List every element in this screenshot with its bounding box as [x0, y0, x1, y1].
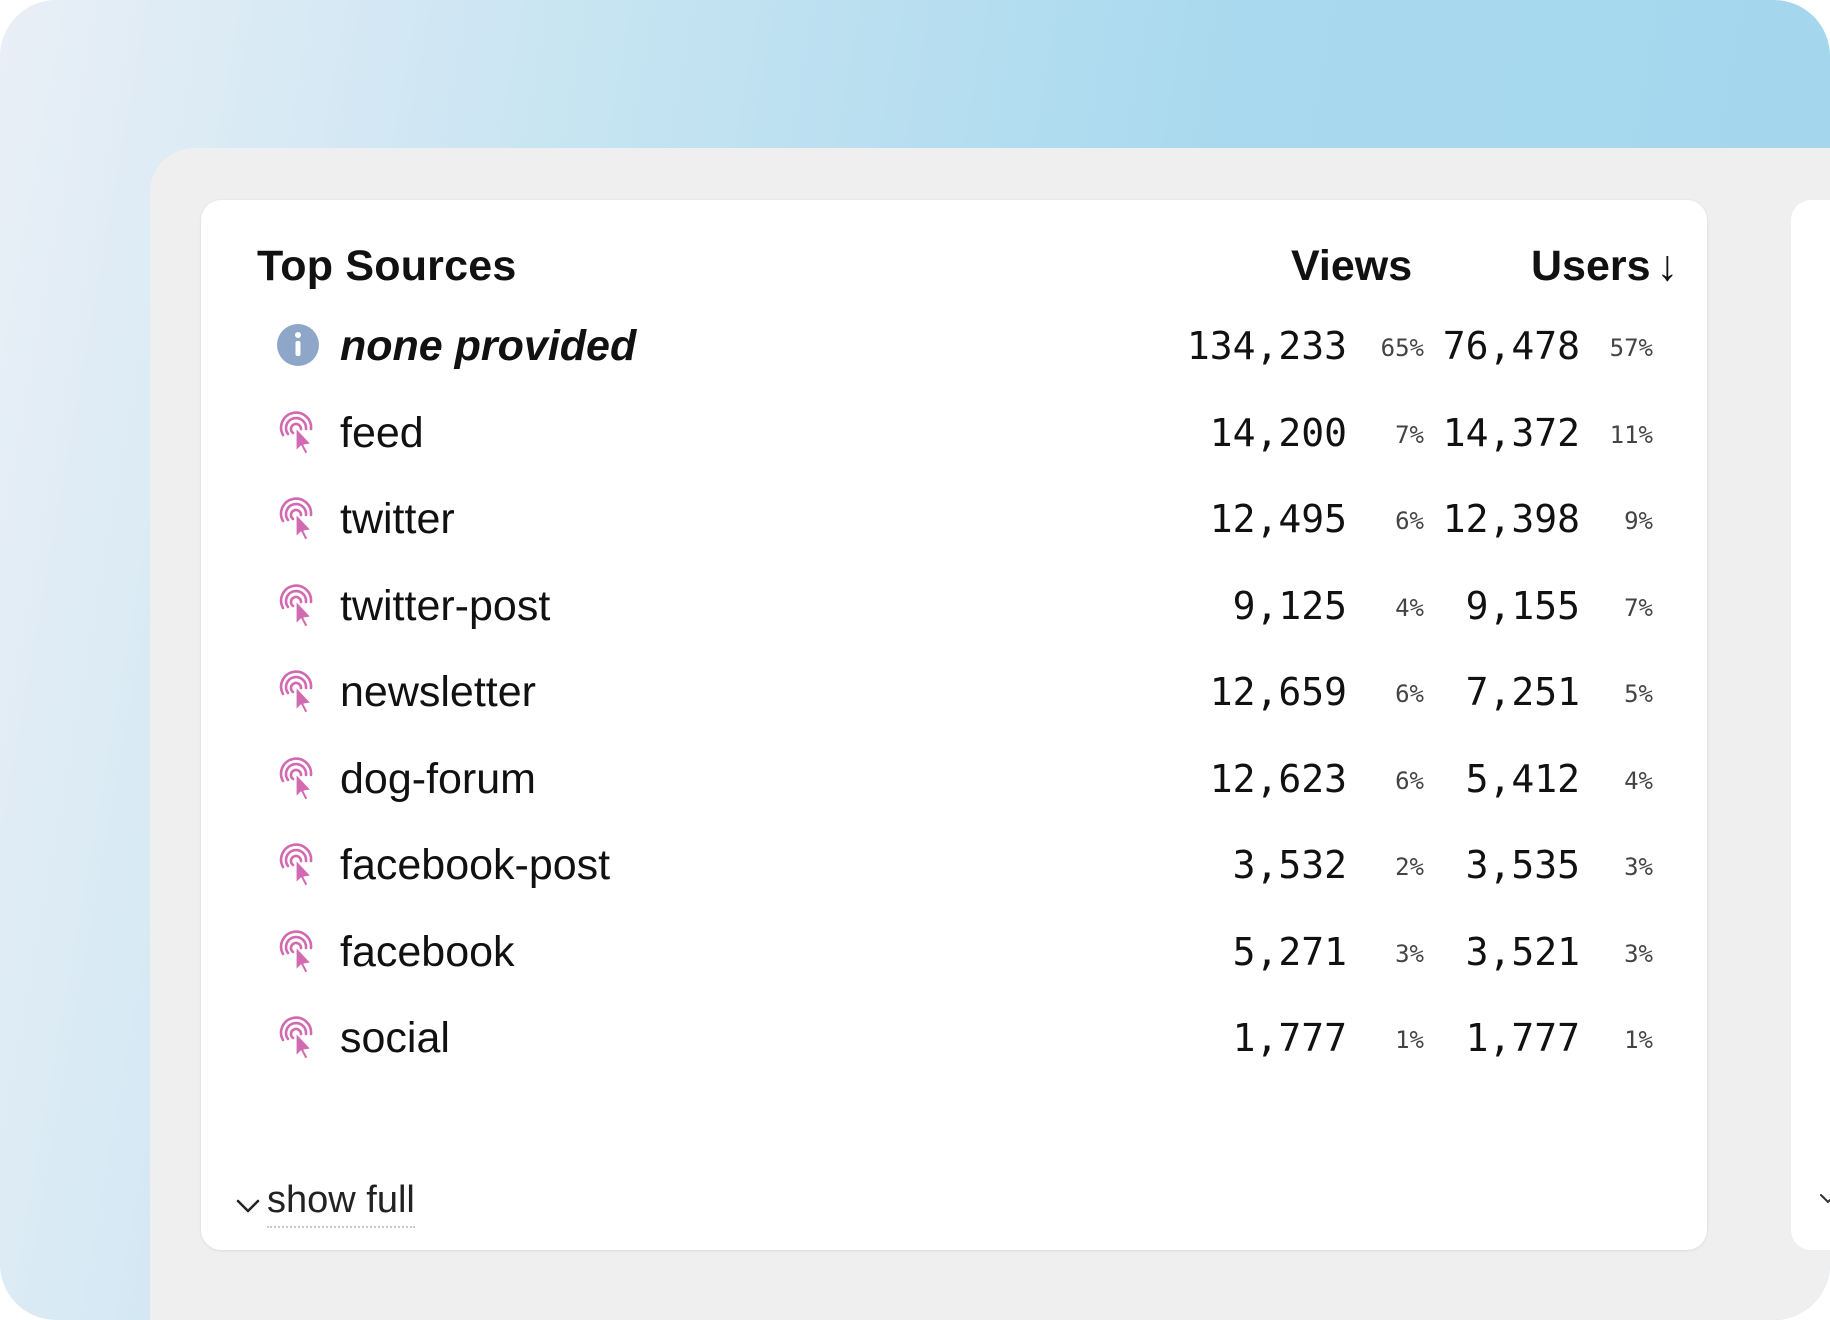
source-label: twitter-post [340, 581, 551, 630]
views-percent: 3% [1395, 939, 1424, 968]
views-percent: 4% [1395, 593, 1424, 622]
signal-click-icon [279, 497, 313, 541]
source-row[interactable]: facebook-post 3,532 2% 3,535 3% [201, 827, 1707, 914]
users-percent: 9% [1624, 507, 1653, 535]
signal-click-icon [279, 583, 313, 628]
views-value: 5,271 [1232, 929, 1347, 974]
users-column-label: Users [1531, 242, 1651, 290]
top-sources-card: Top Sources Views Users ↓ none provided 13… [201, 200, 1707, 1250]
signal-click-icon [279, 929, 313, 974]
source-row[interactable]: facebook 5,271 3% 3,521 3% [201, 914, 1707, 1001]
source-list: none provided 134,233 65% 76,478 57% feed 14,2… [201, 308, 1707, 1087]
users-value: 5,412 [1465, 756, 1580, 801]
views-value: 3,532 [1232, 843, 1347, 887]
views-percent: 1% [1395, 1026, 1424, 1054]
source-row[interactable]: newsletter 12,659 6% 7,251 5% [201, 654, 1707, 741]
users-percent: 7% [1624, 593, 1653, 622]
views-percent: 6% [1395, 680, 1424, 708]
views-value: 14,200 [1209, 410, 1347, 455]
users-value: 3,521 [1465, 929, 1580, 974]
users-percent: 4% [1624, 766, 1653, 795]
views-value: 12,623 [1209, 756, 1347, 801]
views-percent: 2% [1395, 853, 1424, 881]
source-row[interactable]: none provided 134,233 65% 76,478 57% [201, 308, 1707, 395]
source-row[interactable]: social 1,777 1% 1,777 1% [201, 1000, 1707, 1087]
views-column-label: Views [1291, 242, 1413, 290]
show-full-label: show full [267, 1179, 415, 1228]
users-value: 12,398 [1442, 497, 1580, 541]
source-label: facebook [340, 927, 515, 976]
views-value: 12,659 [1209, 670, 1347, 714]
next-card-edge [1791, 200, 1830, 1250]
views-percent: 6% [1395, 507, 1424, 535]
users-percent: 11% [1609, 420, 1653, 449]
users-value: 14,372 [1442, 410, 1580, 455]
chevron-down-icon [1820, 1194, 1830, 1204]
views-value: 134,233 [1186, 324, 1347, 368]
chevron-down-icon [236, 1199, 260, 1213]
users-value: 76,478 [1442, 324, 1580, 368]
users-percent: 5% [1624, 680, 1653, 708]
users-percent: 3% [1624, 853, 1653, 881]
users-percent: 57% [1609, 334, 1653, 362]
signal-click-icon [279, 756, 313, 801]
users-value: 9,155 [1465, 583, 1580, 628]
views-percent: 7% [1395, 420, 1424, 449]
signal-click-icon [279, 1016, 313, 1060]
views-value: 12,495 [1209, 497, 1347, 541]
source-label: feed [340, 408, 424, 457]
source-label: none provided [340, 322, 637, 370]
source-row[interactable]: dog-forum 12,623 6% 5,412 4% [201, 741, 1707, 828]
users-percent: 1% [1624, 1026, 1653, 1054]
info-icon [277, 324, 319, 366]
users-value: 1,777 [1465, 1016, 1580, 1060]
users-value: 7,251 [1465, 670, 1580, 714]
source-row[interactable]: twitter 12,495 6% 12,398 9% [201, 481, 1707, 568]
source-label: twitter [340, 495, 455, 543]
source-label: dog-forum [340, 754, 536, 803]
signal-click-icon [279, 843, 313, 887]
users-column-header[interactable]: Users ↓ [1531, 242, 1678, 291]
source-label: facebook-post [340, 841, 611, 889]
signal-click-icon [279, 410, 313, 455]
views-value: 1,777 [1232, 1016, 1347, 1060]
views-percent: 65% [1380, 334, 1424, 362]
views-column-header[interactable]: Views [1291, 242, 1412, 291]
source-label: social [340, 1014, 450, 1062]
source-row[interactable]: twitter-post 9,125 4% 9,155 7% [201, 568, 1707, 655]
views-percent: 6% [1395, 766, 1424, 795]
source-row[interactable]: feed 14,200 7% 14,372 11% [201, 395, 1707, 482]
users-percent: 3% [1624, 939, 1653, 968]
views-value: 9,125 [1232, 583, 1347, 628]
sort-descending-icon: ↓ [1656, 242, 1679, 290]
card-title: Top Sources [257, 242, 517, 290]
card-header: Top Sources Views Users ↓ [201, 200, 1707, 290]
source-label: newsletter [340, 668, 536, 716]
signal-click-icon [279, 670, 313, 714]
users-value: 3,535 [1465, 843, 1580, 887]
